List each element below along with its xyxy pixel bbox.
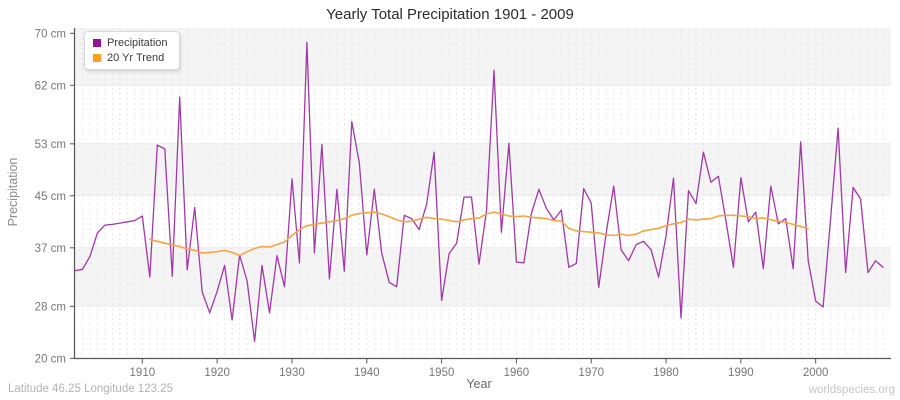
chart-title: Yearly Total Precipitation 1901 - 2009: [326, 6, 574, 23]
legend-label-precipitation: Precipitation: [107, 37, 168, 49]
svg-text:62 cm: 62 cm: [35, 80, 66, 92]
legend: Precipitation 20 Yr Trend: [84, 31, 180, 70]
svg-text:2000: 2000: [803, 367, 829, 379]
footer-watermark: worldspecies.org: [808, 384, 895, 396]
precipitation-swatch-icon: [93, 39, 101, 47]
svg-text:1910: 1910: [130, 367, 156, 379]
svg-text:1950: 1950: [429, 367, 455, 379]
svg-text:20 cm: 20 cm: [35, 353, 66, 365]
svg-text:1980: 1980: [653, 367, 679, 379]
svg-text:37 cm: 37 cm: [35, 243, 66, 255]
y-axis-title: Precipitation: [6, 157, 20, 227]
svg-text:1990: 1990: [728, 367, 754, 379]
svg-text:1940: 1940: [354, 367, 380, 379]
svg-text:53 cm: 53 cm: [35, 139, 66, 151]
legend-item-trend: 20 Yr Trend: [93, 52, 168, 64]
footer-coordinates: Latitude 46.25 Longitude 123.25: [8, 383, 173, 395]
svg-text:70 cm: 70 cm: [35, 28, 66, 40]
legend-label-trend: 20 Yr Trend: [107, 52, 165, 64]
trend-swatch-icon: [93, 54, 101, 62]
svg-text:28 cm: 28 cm: [35, 301, 66, 313]
svg-text:1920: 1920: [204, 367, 230, 379]
x-axis-title: Year: [466, 377, 492, 391]
svg-text:1960: 1960: [504, 367, 530, 379]
svg-text:45 cm: 45 cm: [35, 191, 66, 203]
svg-text:1970: 1970: [578, 367, 604, 379]
svg-text:1930: 1930: [279, 367, 305, 379]
legend-item-precipitation: Precipitation: [93, 37, 168, 49]
